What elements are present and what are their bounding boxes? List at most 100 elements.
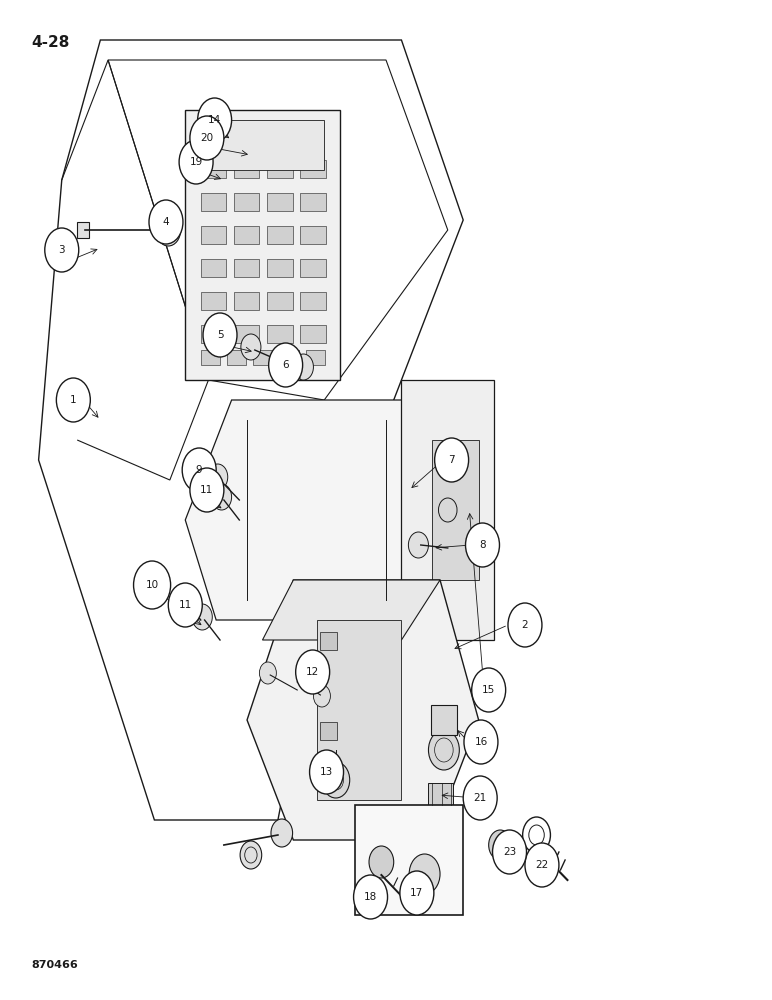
Bar: [234, 160, 259, 178]
Circle shape: [156, 214, 181, 246]
Circle shape: [240, 841, 262, 869]
Bar: [320, 632, 337, 650]
Circle shape: [508, 603, 542, 647]
Circle shape: [493, 830, 527, 874]
Text: 15: 15: [482, 685, 496, 695]
Circle shape: [296, 650, 330, 694]
Text: 2: 2: [522, 620, 528, 630]
Text: 22: 22: [535, 860, 549, 870]
Circle shape: [408, 532, 428, 558]
Bar: [201, 292, 226, 310]
Bar: [300, 259, 326, 277]
Text: 20: 20: [200, 133, 214, 143]
Circle shape: [435, 438, 469, 482]
Circle shape: [400, 871, 434, 915]
Circle shape: [269, 343, 303, 387]
Polygon shape: [77, 222, 89, 238]
Circle shape: [179, 140, 213, 184]
Bar: [234, 226, 259, 244]
Circle shape: [369, 846, 394, 878]
Bar: [300, 160, 326, 178]
Bar: [234, 193, 259, 211]
Text: 5: 5: [217, 330, 223, 340]
Circle shape: [354, 875, 388, 919]
Circle shape: [168, 583, 202, 627]
Circle shape: [259, 662, 276, 684]
Text: 14: 14: [208, 115, 222, 125]
Circle shape: [241, 334, 261, 360]
Text: 1: 1: [70, 395, 76, 405]
Circle shape: [409, 854, 440, 894]
Text: 10: 10: [145, 580, 159, 590]
Circle shape: [466, 523, 499, 567]
Circle shape: [45, 228, 79, 272]
Bar: [201, 193, 226, 211]
Bar: [253, 350, 273, 365]
Bar: [300, 292, 326, 310]
Circle shape: [313, 685, 330, 707]
Text: 6: 6: [283, 360, 289, 370]
Bar: [201, 160, 226, 178]
Bar: [201, 325, 226, 343]
Circle shape: [472, 668, 506, 712]
Text: 17: 17: [410, 888, 424, 898]
Bar: [267, 259, 293, 277]
Bar: [267, 193, 293, 211]
Polygon shape: [262, 580, 440, 640]
Text: 19: 19: [189, 157, 203, 167]
Bar: [355, 805, 463, 915]
Bar: [320, 762, 337, 780]
Bar: [234, 292, 259, 310]
Circle shape: [293, 354, 313, 380]
Circle shape: [182, 448, 216, 492]
Polygon shape: [317, 620, 401, 800]
Circle shape: [463, 776, 497, 820]
Circle shape: [310, 750, 344, 794]
Bar: [201, 350, 220, 365]
Text: 16: 16: [474, 737, 488, 747]
Bar: [267, 325, 293, 343]
Bar: [300, 325, 326, 343]
Circle shape: [173, 584, 193, 610]
Text: 4: 4: [163, 217, 169, 227]
Text: 23: 23: [503, 847, 516, 857]
Text: 12: 12: [306, 667, 320, 677]
Bar: [227, 350, 246, 365]
Text: 4-28: 4-28: [31, 35, 69, 50]
Bar: [234, 325, 259, 343]
Circle shape: [134, 561, 171, 609]
Bar: [428, 783, 453, 805]
Circle shape: [198, 98, 232, 142]
Bar: [197, 120, 324, 170]
Circle shape: [190, 468, 224, 512]
Circle shape: [149, 200, 183, 244]
Text: 9: 9: [196, 465, 202, 475]
Bar: [320, 722, 337, 740]
Text: 18: 18: [364, 892, 378, 902]
Bar: [234, 259, 259, 277]
Bar: [267, 226, 293, 244]
Circle shape: [322, 762, 350, 798]
Circle shape: [192, 604, 212, 630]
Bar: [306, 350, 325, 365]
Bar: [201, 259, 226, 277]
Circle shape: [489, 830, 512, 860]
Circle shape: [212, 484, 232, 510]
Text: 870466: 870466: [31, 960, 78, 970]
Circle shape: [464, 720, 498, 764]
Polygon shape: [185, 110, 340, 380]
Text: 7: 7: [449, 455, 455, 465]
Bar: [201, 226, 226, 244]
Polygon shape: [185, 400, 463, 620]
Text: 11: 11: [200, 485, 214, 495]
Circle shape: [271, 819, 293, 847]
Polygon shape: [401, 380, 494, 640]
Text: 8: 8: [479, 540, 486, 550]
Circle shape: [525, 843, 559, 887]
Bar: [279, 350, 299, 365]
Bar: [300, 226, 326, 244]
Bar: [267, 160, 293, 178]
Circle shape: [56, 378, 90, 422]
Circle shape: [190, 116, 224, 160]
Bar: [431, 705, 457, 735]
